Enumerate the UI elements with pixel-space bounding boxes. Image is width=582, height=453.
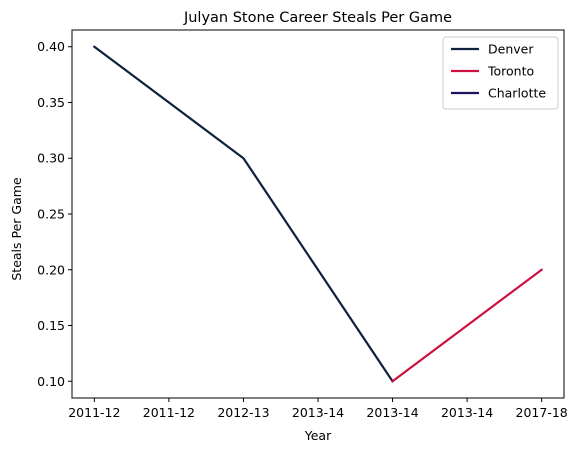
tick-labels: 2011-12 2011-12 2012-13 2013-14 2013-14 2013-… (37, 39, 568, 420)
x-tick-label: 2011-12 (68, 405, 120, 420)
legend-label-denver: Denver (488, 42, 534, 57)
x-tick-label: 2013-14 (292, 405, 344, 420)
x-tick-label: 2011-12 (143, 405, 195, 420)
y-tick-label: 0.25 (37, 207, 65, 222)
legend-box (442, 36, 559, 110)
axes (68, 29, 565, 402)
series-line-denver (92, 45, 395, 383)
y-tick-label: 0.10 (37, 374, 65, 389)
legend-label-charlotte: Charlotte (488, 86, 546, 101)
legend-label-toronto: Toronto (487, 64, 534, 79)
y-tick-label: 0.35 (37, 95, 65, 110)
x-tick-label: 2013-14 (366, 405, 418, 420)
x-axis-label: Year (304, 428, 332, 443)
plot-area (92, 45, 544, 383)
y-tick-label: 0.40 (37, 39, 65, 54)
x-tick-label: 2013-14 (441, 405, 493, 420)
y-tick-label: 0.15 (37, 318, 65, 333)
y-tick-label: 0.20 (37, 262, 65, 277)
x-tick-label: 2012-13 (217, 405, 269, 420)
y-axis-label: Steals Per Game (9, 177, 24, 281)
x-tick-label: 2017-18 (516, 405, 568, 420)
series-line-toronto (391, 268, 544, 383)
y-tick-label: 0.30 (37, 151, 65, 166)
chart-title: Julyan Stone Career Steals Per Game (183, 10, 452, 26)
legend: Denver Toronto Charlotte (442, 36, 559, 110)
